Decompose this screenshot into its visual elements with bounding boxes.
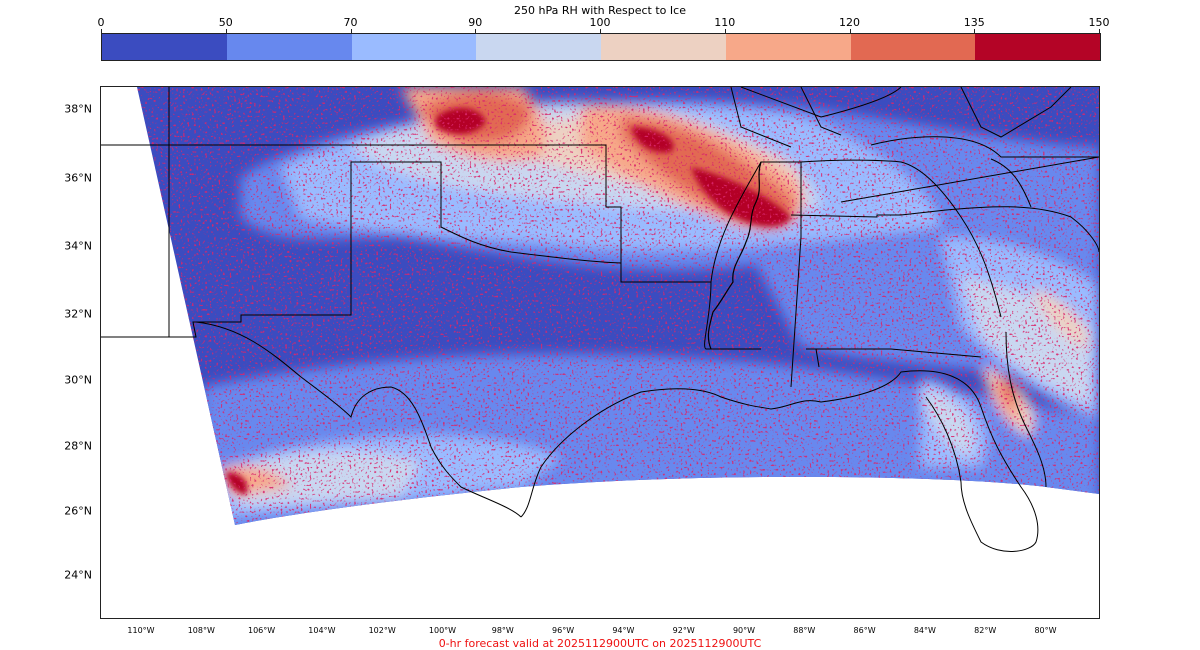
colorbar-segment [975,34,1100,60]
mississippi-river [707,161,762,350]
colorbar-segment [351,34,477,60]
longitude-label: 84°W [913,626,936,635]
colorbar-tick-mark [101,29,102,33]
colorbar-segment [725,34,851,60]
colorbar-tick-label: 150 [1088,16,1110,29]
colorbar-tick-label: 135 [963,16,985,29]
rh-field [137,87,1099,525]
colorbar-tick-label: 110 [714,16,736,29]
state-boundaries [101,87,1099,552]
colorbar-segment [102,34,227,60]
colorbar-tick-label: 120 [839,16,860,29]
colorbar-tick-mark [849,29,851,33]
colorbar-tick-mark [1099,29,1100,33]
longitude-label: 96°W [552,626,575,635]
colorbar-segment [226,34,352,60]
colorbar-segment [476,34,601,60]
longitude-label: 104°W [308,626,336,635]
longitude-label: 110°W [127,626,155,635]
longitude-label: 86°W [853,626,876,635]
colorbar-segment [850,34,976,60]
colorbar-tick-mark [724,29,726,33]
colorbar [101,33,1101,61]
colorbar-tick-label: 0 [97,16,105,29]
latitude-label: 28°N [64,439,92,453]
colorbar-tick-mark [350,29,352,33]
longitude-label: 108°W [187,626,215,635]
latitude-label: 26°N [64,504,92,518]
forecast-valid-caption: 0-hr forecast valid at 2025112900UTC on … [438,637,762,650]
longitude-label: 80°W [1034,626,1057,635]
colorbar-segment [601,34,726,60]
latitude-label: 32°N [64,307,92,321]
latitude-label: 38°N [64,102,92,116]
latitude-label: 30°N [64,373,92,387]
longitude-label: 82°W [974,626,997,635]
longitude-label: 102°W [368,626,396,635]
colorbar-tick-mark [475,29,477,33]
colorbar-tick-label: 100 [589,16,611,29]
colorbar-tick-mark [225,29,227,33]
latitude-label: 34°N [64,239,92,253]
latitude-label: 36°N [64,171,92,185]
latitude-label: 24°N [64,568,92,582]
colorbar-tick-label: 70 [343,16,358,29]
longitude-label: 106°W [248,626,276,635]
longitude-label: 92°W [672,626,695,635]
colorbar-tick-label: 90 [468,16,483,29]
rh-map [101,87,1099,552]
map-panel [100,86,1100,619]
longitude-label: 90°W [732,626,756,635]
colorbar-tick-label: 50 [218,16,233,29]
colorbar-tick-mark [974,29,976,33]
longitude-label: 94°W [612,626,635,635]
longitude-label: 98°W [491,626,514,635]
longitude-label: 88°W [793,626,816,635]
longitude-label: 100°W [428,626,457,635]
colorbar-title: 250 hPa RH with Respect to Ice [514,4,686,17]
colorbar-tick-mark [600,29,601,33]
